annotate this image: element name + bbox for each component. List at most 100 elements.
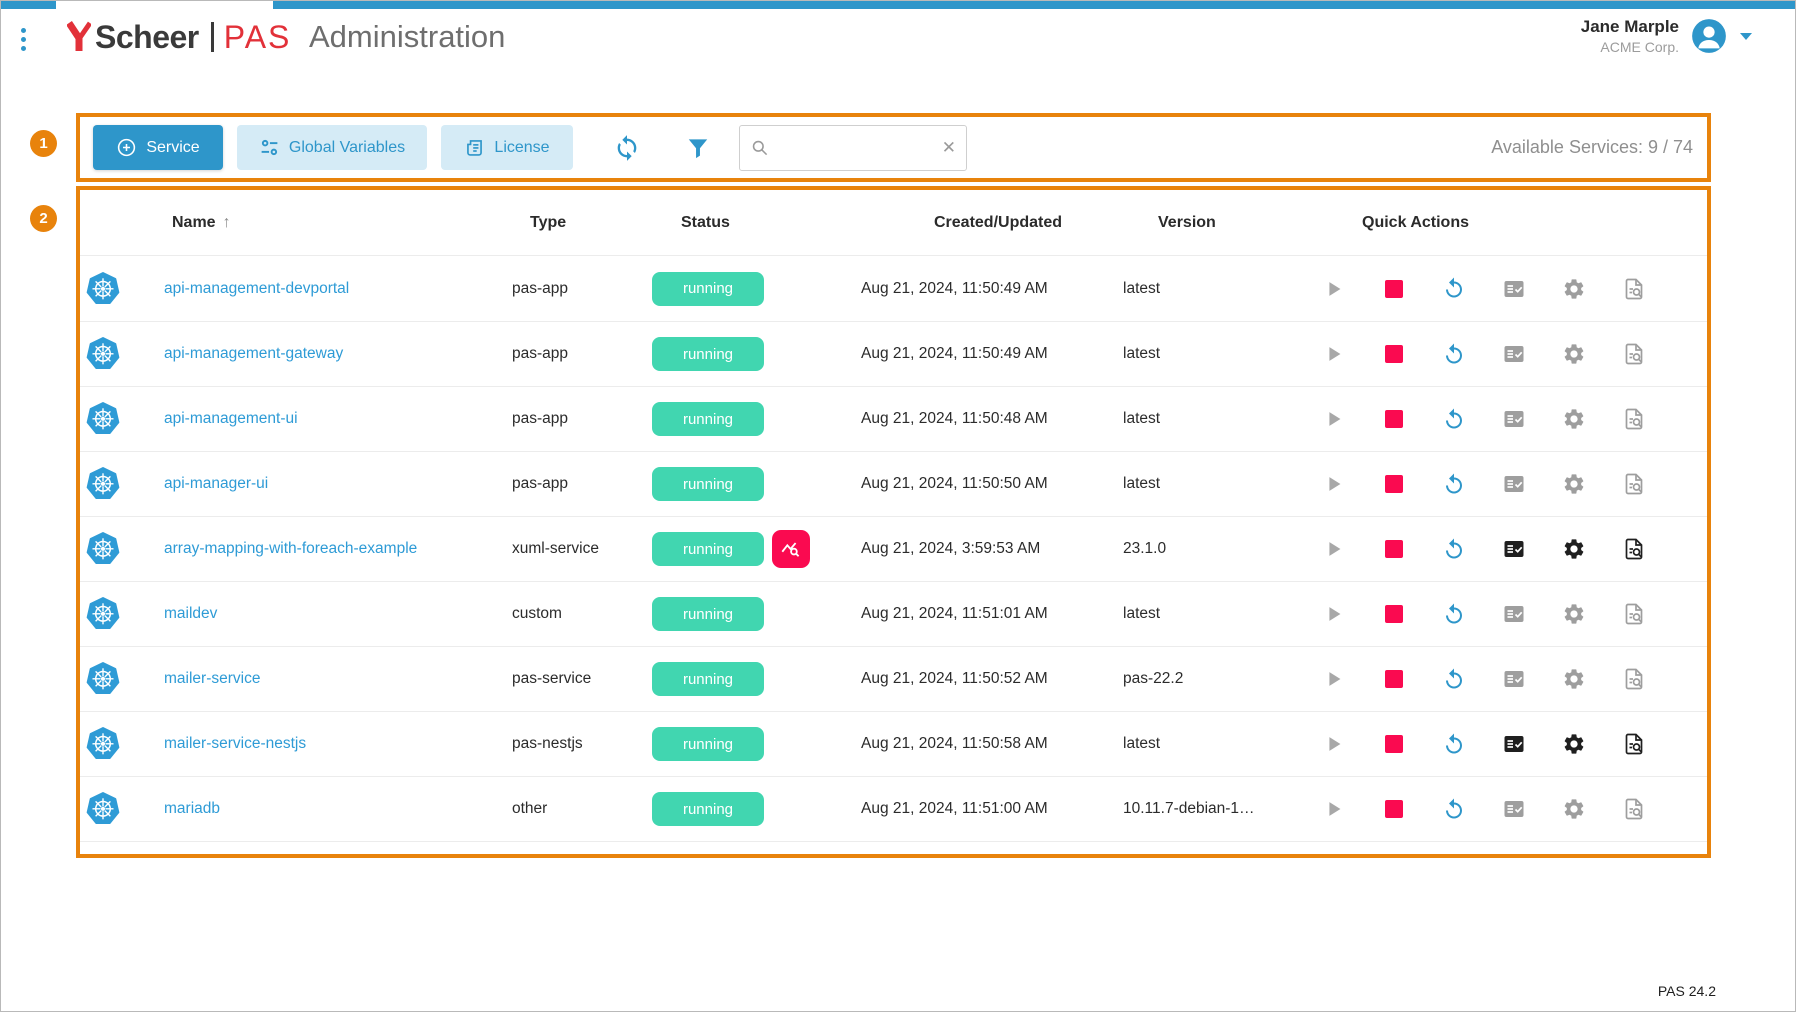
search-icon (750, 138, 769, 157)
stop-action-icon[interactable] (1382, 342, 1406, 366)
stop-action-icon[interactable] (1382, 732, 1406, 756)
table-row: api-management-devportal pas-app running… (80, 256, 1707, 321)
service-name-link[interactable]: api-management-devportal (164, 280, 349, 297)
license-label: License (494, 139, 549, 157)
stop-action-icon[interactable] (1382, 472, 1406, 496)
start-action-icon[interactable] (1322, 407, 1346, 431)
settings-gear-action-icon[interactable] (1562, 797, 1586, 821)
restart-action-icon[interactable] (1442, 342, 1466, 366)
settings-gear-action-icon[interactable] (1562, 537, 1586, 561)
service-name-link[interactable]: maildev (164, 605, 217, 622)
service-name-link[interactable]: array-mapping-with-foreach-example (164, 540, 417, 557)
settings-gear-action-icon[interactable] (1562, 277, 1586, 301)
service-type: pas-app (512, 345, 652, 363)
column-header-status[interactable]: Status (652, 214, 861, 232)
restart-action-icon[interactable] (1442, 472, 1466, 496)
start-action-icon[interactable] (1322, 472, 1346, 496)
annotation-step-2: 2 (30, 205, 57, 232)
log-analyzer-action-icon[interactable] (1622, 602, 1646, 626)
table-row: api-manager-ui pas-app running Aug 21, 2… (80, 451, 1707, 516)
service-name-link[interactable]: mailer-service-nestjs (164, 735, 306, 752)
kebab-menu-icon[interactable] (21, 28, 26, 51)
stop-action-icon[interactable] (1382, 602, 1406, 626)
service-name-link[interactable]: mariadb (164, 800, 220, 817)
column-header-created-updated[interactable]: Created/Updated (861, 214, 1121, 232)
status-badge: running (652, 662, 764, 696)
table-row: mailer-service pas-service running Aug 2… (80, 646, 1707, 711)
logs-checklist-action-icon[interactable] (1502, 472, 1526, 496)
settings-gear-action-icon[interactable] (1562, 732, 1586, 756)
table-row: maildev custom running Aug 21, 2024, 11:… (80, 581, 1707, 646)
logs-checklist-action-icon[interactable] (1502, 277, 1526, 301)
logs-checklist-action-icon[interactable] (1502, 407, 1526, 431)
log-analyzer-action-icon[interactable] (1622, 342, 1646, 366)
log-analyzer-action-icon[interactable] (1622, 797, 1646, 821)
settings-gear-action-icon[interactable] (1562, 472, 1586, 496)
logs-checklist-action-icon[interactable] (1502, 602, 1526, 626)
chevron-down-icon[interactable] (1739, 32, 1753, 41)
restart-action-icon[interactable] (1442, 667, 1466, 691)
service-version: latest (1121, 475, 1311, 493)
kubernetes-icon (86, 597, 120, 631)
stop-action-icon[interactable] (1382, 537, 1406, 561)
service-name-link[interactable]: mailer-service (164, 670, 260, 687)
column-header-type[interactable]: Type (512, 214, 652, 232)
start-action-icon[interactable] (1322, 277, 1346, 301)
service-name-link[interactable]: api-management-gateway (164, 345, 343, 362)
search-input[interactable] (777, 139, 934, 156)
log-analyzer-action-icon[interactable] (1622, 407, 1646, 431)
settings-gear-action-icon[interactable] (1562, 602, 1586, 626)
start-action-icon[interactable] (1322, 732, 1346, 756)
log-analyzer-action-icon[interactable] (1622, 537, 1646, 561)
user-menu: Jane Marple ACME Corp. (1581, 17, 1753, 55)
status-badge: running (652, 337, 764, 371)
monitoring-alert-badge[interactable] (772, 530, 810, 568)
start-action-icon[interactable] (1322, 537, 1346, 561)
service-name-link[interactable]: api-manager-ui (164, 475, 268, 492)
table-body: api-management-devportal pas-app running… (80, 256, 1707, 842)
log-analyzer-action-icon[interactable] (1622, 667, 1646, 691)
stop-action-icon[interactable] (1382, 277, 1406, 301)
start-action-icon[interactable] (1322, 342, 1346, 366)
restart-action-icon[interactable] (1442, 732, 1466, 756)
user-organization: ACME Corp. (1581, 39, 1679, 55)
log-analyzer-action-icon[interactable] (1622, 732, 1646, 756)
logs-checklist-action-icon[interactable] (1502, 537, 1526, 561)
license-button[interactable]: License (441, 125, 573, 170)
status-badge: running (652, 467, 764, 501)
restart-action-icon[interactable] (1442, 602, 1466, 626)
column-header-version[interactable]: Version (1121, 214, 1311, 232)
restart-action-icon[interactable] (1442, 407, 1466, 431)
administration-page: Scheer PAS Administration Jane Marple AC… (0, 0, 1796, 1012)
settings-gear-action-icon[interactable] (1562, 667, 1586, 691)
start-action-icon[interactable] (1322, 797, 1346, 821)
clear-search-icon[interactable]: ✕ (942, 139, 956, 156)
settings-gear-action-icon[interactable] (1562, 407, 1586, 431)
service-type: custom (512, 605, 652, 623)
start-action-icon[interactable] (1322, 667, 1346, 691)
stop-action-icon[interactable] (1382, 667, 1406, 691)
service-name-link[interactable]: api-management-ui (164, 410, 298, 427)
settings-gear-action-icon[interactable] (1562, 342, 1586, 366)
global-variables-button[interactable]: Global Variables (237, 125, 427, 170)
stop-action-icon[interactable] (1382, 407, 1406, 431)
restart-action-icon[interactable] (1442, 277, 1466, 301)
status-badge: running (652, 402, 764, 436)
toolbar-annotation-box: Service Global Variables License (76, 113, 1711, 182)
filter-icon[interactable] (685, 135, 711, 161)
stop-action-icon[interactable] (1382, 797, 1406, 821)
restart-action-icon[interactable] (1442, 797, 1466, 821)
log-analyzer-action-icon[interactable] (1622, 277, 1646, 301)
column-header-name[interactable]: Name ↑ (146, 214, 512, 232)
log-analyzer-action-icon[interactable] (1622, 472, 1646, 496)
logs-checklist-action-icon[interactable] (1502, 732, 1526, 756)
logs-checklist-action-icon[interactable] (1502, 667, 1526, 691)
start-action-icon[interactable] (1322, 602, 1346, 626)
logs-checklist-action-icon[interactable] (1502, 797, 1526, 821)
restart-action-icon[interactable] (1442, 537, 1466, 561)
refresh-icon[interactable] (613, 134, 641, 162)
add-service-button[interactable]: Service (93, 125, 223, 170)
logs-checklist-action-icon[interactable] (1502, 342, 1526, 366)
user-avatar-icon[interactable] (1691, 18, 1727, 54)
search-box: ✕ (739, 125, 967, 171)
